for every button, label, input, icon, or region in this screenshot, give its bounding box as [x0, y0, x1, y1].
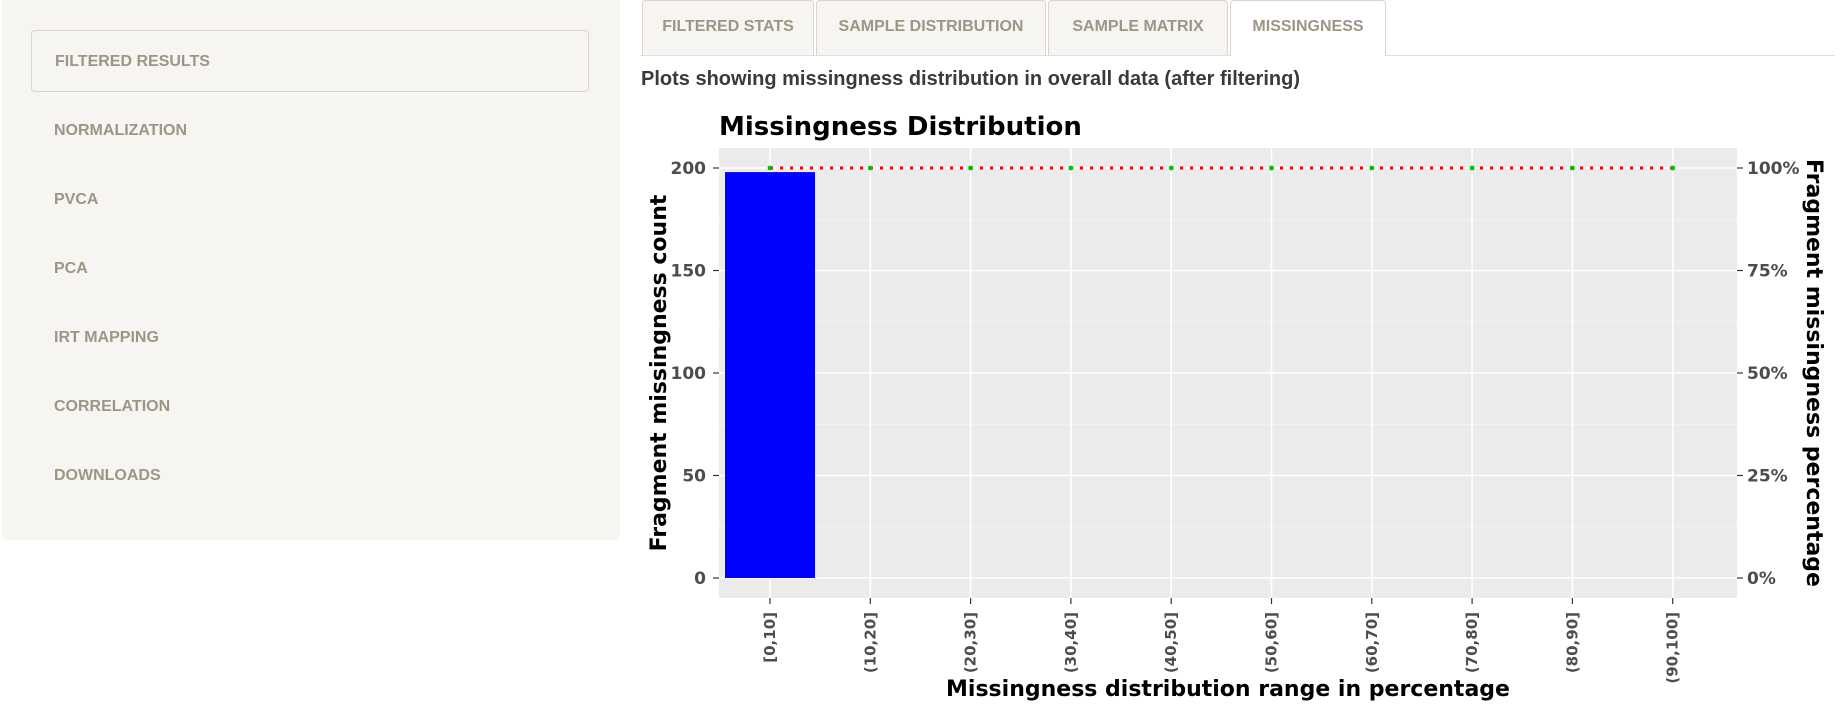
- y2-tick-label: 100%: [1747, 159, 1800, 179]
- x-tick-label: (90,100]: [1664, 612, 1682, 684]
- y-axis-ticks: 0 50 100 150 200: [671, 159, 719, 589]
- tab-missingness[interactable]: MISSINGNESS: [1230, 0, 1386, 56]
- bar: [725, 172, 815, 578]
- percentage-point: [1670, 165, 1676, 171]
- percentage-point: [867, 165, 873, 171]
- y2-axis-ticks: 0% 25% 50% 75% 100%: [1737, 159, 1800, 589]
- chart-title: Missingness Distribution: [719, 112, 1082, 142]
- x-axis-ticks: [0,10] (10,20] (20,30] (30,40] (40,50] (50,60…: [761, 598, 1682, 684]
- tab-sample-distribution[interactable]: SAMPLE DISTRIBUTION: [816, 0, 1046, 55]
- sidebar-item-correlation[interactable]: CORRELATION: [54, 398, 171, 415]
- x-tick-label: (80,90]: [1563, 612, 1581, 673]
- y2-tick-label: 75%: [1747, 262, 1788, 282]
- y-tick-label: 50: [682, 467, 706, 487]
- percentage-line: [767, 165, 1676, 171]
- x-tick-label: (10,20]: [861, 612, 879, 673]
- sidebar-item-filtered-results[interactable]: FILTERED RESULTS: [31, 30, 589, 92]
- y2-tick-label: 0%: [1747, 569, 1776, 589]
- sidebar-item-downloads[interactable]: DOWNLOADS: [54, 467, 161, 484]
- x-axis-label: Missingness distribution range in percen…: [946, 677, 1510, 702]
- percentage-point: [1469, 165, 1475, 171]
- page-subtitle: Plots showing missingness distribution i…: [641, 68, 1300, 90]
- percentage-point: [1269, 165, 1274, 171]
- x-tick-label: (70,80]: [1463, 612, 1481, 673]
- x-tick-label: [0,10]: [761, 612, 779, 663]
- y-axis-label: Fragment missingness count: [647, 194, 672, 551]
- y2-tick-label: 25%: [1747, 467, 1788, 487]
- tab-filtered-stats[interactable]: FILTERED STATS: [642, 0, 814, 55]
- y-tick-label: 150: [671, 262, 707, 282]
- percentage-point: [1168, 165, 1174, 171]
- tab-sample-matrix[interactable]: SAMPLE MATRIX: [1048, 0, 1228, 55]
- bars: [725, 172, 815, 578]
- x-tick-label: (60,70]: [1363, 612, 1381, 673]
- percentage-point: [1570, 165, 1575, 171]
- tab-bar: FILTERED STATS SAMPLE DISTRIBUTION SAMPL…: [640, 0, 1835, 56]
- x-tick-label: (40,50]: [1162, 612, 1180, 673]
- y2-axis-label: Fragment missingness percentage: [1801, 159, 1826, 587]
- percentage-point: [1068, 165, 1074, 171]
- y-tick-label: 0: [694, 569, 706, 589]
- x-tick-label: (20,30]: [962, 612, 980, 673]
- sidebar-item-pca[interactable]: PCA: [54, 260, 88, 277]
- sidebar-item-irt-mapping[interactable]: IRT MAPPING: [54, 329, 159, 346]
- y2-tick-label: 50%: [1747, 364, 1788, 384]
- percentage-point: [1369, 165, 1375, 171]
- y-tick-label: 100: [671, 364, 707, 384]
- sidebar: FILTERED RESULTS NORMALIZATION PVCA PCA …: [2, 0, 620, 540]
- percentage-point: [767, 165, 773, 171]
- missingness-chart: Missingness Distribution 0 50 100 150 200 0%…: [647, 112, 1826, 702]
- x-tick-label: (50,60]: [1263, 612, 1281, 673]
- sidebar-item-normalization[interactable]: NORMALIZATION: [54, 122, 188, 139]
- sidebar-item-pvca[interactable]: PVCA: [54, 191, 99, 208]
- percentage-point: [968, 165, 973, 171]
- y-tick-label: 200: [671, 159, 707, 179]
- x-tick-label: (30,40]: [1062, 612, 1080, 673]
